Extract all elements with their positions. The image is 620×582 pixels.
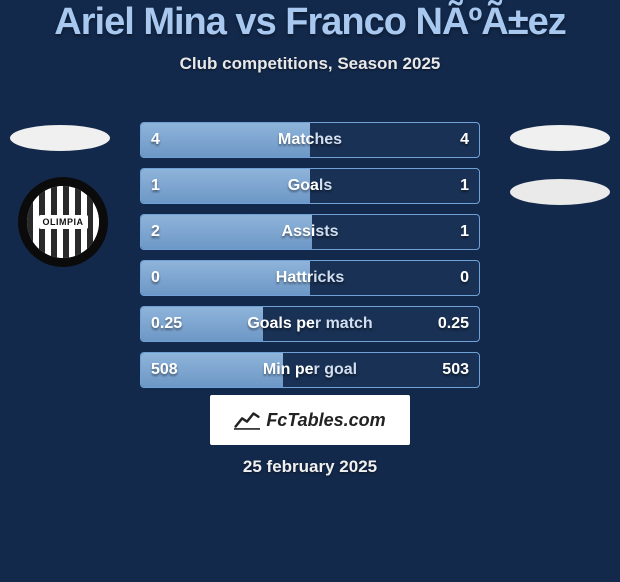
branding-badge: FcTables.com <box>210 395 410 445</box>
stat-value-left: 508 <box>151 361 178 379</box>
club-badge-right <box>510 179 610 205</box>
stat-metric: Goals per match <box>247 315 372 333</box>
stat-row: 4 4 Matches <box>140 122 480 158</box>
date-label: 25 february 2025 <box>243 457 377 477</box>
page-title: Ariel Mina vs Franco NÃºÃ±ez <box>0 2 620 44</box>
stat-metric: Hattricks <box>276 269 344 287</box>
branding-text: FcTables.com <box>266 410 385 431</box>
stat-value-left: 0.25 <box>151 315 182 333</box>
stat-value-right: 1 <box>460 177 469 195</box>
stat-value-right: 503 <box>442 361 469 379</box>
stat-fill-left <box>141 169 310 203</box>
stat-row: 0 0 Hattricks <box>140 260 480 296</box>
player-avatar-left <box>10 125 110 151</box>
stat-row: 0.25 0.25 Goals per match <box>140 306 480 342</box>
stat-value-left: 0 <box>151 269 160 287</box>
stat-metric: Min per goal <box>263 361 357 379</box>
stats-panel: 4 4 Matches 1 1 Goals 2 1 Assists 0 0 Hattricks 0.25… <box>140 122 480 398</box>
stat-row: 508 503 Min per goal <box>140 352 480 388</box>
player-avatar-right <box>510 125 610 151</box>
stat-value-right: 0.25 <box>438 315 469 333</box>
stat-value-left: 1 <box>151 177 160 195</box>
stat-value-right: 0 <box>460 269 469 287</box>
stat-metric: Matches <box>278 131 342 149</box>
stat-metric: Goals <box>288 177 332 195</box>
stat-value-left: 2 <box>151 223 160 241</box>
stat-row: 2 1 Assists <box>140 214 480 250</box>
stat-value-left: 4 <box>151 131 160 149</box>
stat-metric: Assists <box>282 223 339 241</box>
subtitle: Club competitions, Season 2025 <box>0 54 620 74</box>
club-badge-left-label: OLIMPIA <box>39 215 88 229</box>
club-badge-left: OLIMPIA <box>18 177 108 267</box>
stat-value-right: 1 <box>460 223 469 241</box>
stat-value-right: 4 <box>460 131 469 149</box>
chart-icon <box>234 410 260 430</box>
stat-row: 1 1 Goals <box>140 168 480 204</box>
